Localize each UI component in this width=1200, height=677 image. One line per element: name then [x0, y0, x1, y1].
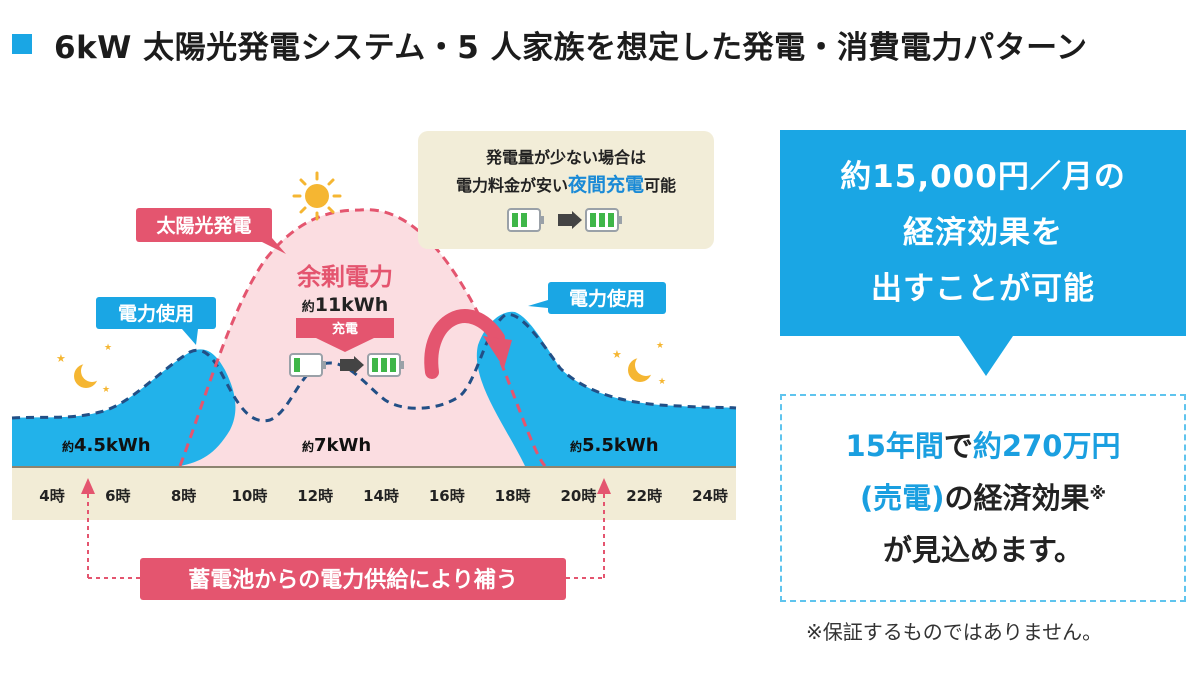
- night-charge-note: 発電量が少ない場合は 電力料金が安い夜間充電可能: [418, 131, 714, 249]
- svg-text:★: ★: [658, 377, 666, 387]
- svg-text:★: ★: [102, 385, 110, 395]
- panel-line-3: 出すことが可能: [871, 271, 1095, 307]
- moon-icon-left: ★ ★ ★: [56, 343, 112, 395]
- charge-label: 充電: [332, 321, 358, 337]
- time-tick-label: 14時: [363, 487, 399, 505]
- time-tick-label: 8時: [171, 487, 196, 505]
- time-tick-label: 4時: [39, 487, 64, 505]
- footnote: ※保証するものではありません。: [806, 620, 1103, 644]
- day-usage-label: 約7kWh: [302, 435, 371, 456]
- result-line-1: 15年間で約270万円: [845, 429, 1121, 463]
- battery-supply-connector: [87, 490, 605, 579]
- title-square-icon: [12, 34, 32, 54]
- panel-line-1: 約15,000円／月の: [840, 159, 1126, 195]
- time-tick-label: 16時: [429, 487, 465, 505]
- time-tick-label: 20時: [560, 487, 596, 505]
- battery-supply-bubble: 蓄電池からの電力供給により補う: [140, 558, 566, 600]
- title-row: 6kW 太陽光発電システム・5 人家族を想定した発電・消費電力パターン: [12, 22, 1088, 66]
- time-axis-band: [12, 468, 736, 520]
- result-line-3: が見込めます。: [882, 533, 1084, 567]
- time-tick-label: 12時: [297, 487, 333, 505]
- usage-label-right: 電力使用: [569, 287, 645, 310]
- time-tick-label: 24時: [692, 487, 728, 505]
- note-line1: 発電量が少ない場合は: [485, 148, 646, 167]
- time-tick-label: 22時: [626, 487, 662, 505]
- surplus-title: 余剰電力: [296, 263, 393, 291]
- charge-arrow: 充電: [296, 318, 394, 352]
- solar-label: 太陽光発電: [156, 214, 251, 237]
- svg-text:★: ★: [104, 343, 112, 353]
- transfer-arrow: [424, 309, 505, 379]
- evening-usage-label: 約5.5kWh: [570, 435, 659, 456]
- battery-charge-icon: [289, 353, 404, 377]
- solar-line: [178, 208, 547, 468]
- usage-line: [11, 313, 737, 423]
- svg-text:★: ★: [56, 352, 66, 365]
- panel-line-2: 経済効果を: [903, 215, 1063, 251]
- usage-label-left: 電力使用: [118, 302, 194, 325]
- battery-supply-label: 蓄電池からの電力供給により補う: [188, 567, 518, 593]
- page-title: 6kW 太陽光発電システム・5 人家族を想定した発電・消費電力パターン: [54, 29, 1088, 66]
- note-line2: 電力料金が安い夜間充電可能: [456, 173, 676, 196]
- surplus-value: 約11kWh: [302, 294, 389, 316]
- solar-label-bubble: 太陽光発電: [136, 208, 286, 254]
- result-box: 15年間で約270万円 (売電)の経済効果※ が見込めます。: [780, 394, 1186, 602]
- moon-icon-right: ★ ★ ★: [612, 341, 666, 387]
- sun-icon: [292, 171, 342, 221]
- svg-text:★: ★: [612, 348, 622, 361]
- economic-effect-panel: 約15,000円／月の 経済効果を 出すことが可能: [780, 130, 1186, 336]
- time-tick-label: 18時: [495, 487, 531, 505]
- morning-usage-label: 約4.5kWh: [62, 435, 151, 456]
- time-tick-label: 10時: [231, 487, 267, 505]
- usage-label-left-bubble: 電力使用: [96, 297, 216, 345]
- time-axis-ticks: 4時 6時 8時 10時 12時 14時 16時 18時 20時 22時 24時: [39, 487, 728, 505]
- time-tick-label: 6時: [105, 487, 130, 505]
- down-arrow-icon: [959, 336, 1013, 376]
- usage-label-right-bubble: 電力使用: [528, 282, 666, 314]
- result-line-2: (売電)の経済効果※: [859, 481, 1107, 515]
- battery-night-icon: [507, 208, 622, 232]
- usage-area: [12, 311, 736, 466]
- svg-text:★: ★: [656, 341, 664, 351]
